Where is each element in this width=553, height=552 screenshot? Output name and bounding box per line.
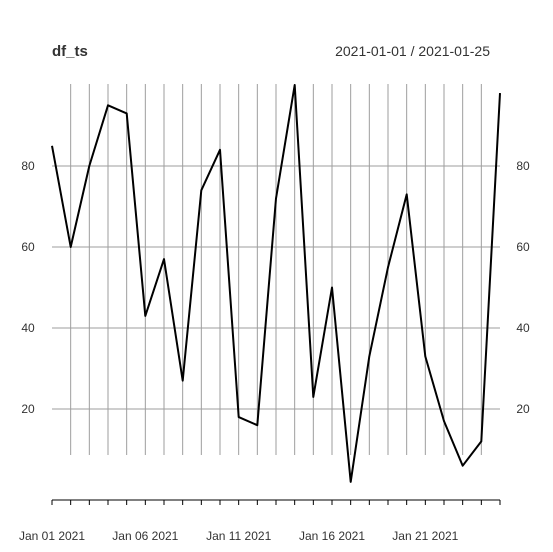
chart-date-range: 2021-01-01 / 2021-01-25 — [335, 43, 490, 59]
series-layer — [51, 84, 501, 483]
x-tick-label: Jan 11 2021 — [206, 529, 271, 543]
y-tick-label-right: 20 — [516, 402, 530, 416]
x-tick-label: Jan 16 2021 — [299, 529, 365, 543]
chart-title: df_ts — [52, 43, 88, 60]
x-tick-label: Jan 21 2021 — [392, 529, 458, 543]
y-tick-label-left: 80 — [21, 159, 35, 173]
series-line — [51, 84, 501, 483]
y-tick-label-right: 40 — [516, 321, 530, 335]
y-tick-label-left: 40 — [21, 321, 35, 335]
y-tick-label-left: 60 — [21, 240, 35, 254]
y-tick-label-left: 20 — [21, 402, 35, 416]
y-tick-label-right: 60 — [516, 240, 530, 254]
grid-lines — [52, 84, 500, 455]
x-axis: Jan 01 2021 Jan 06 2021 Jan 11 2021 Jan 16 … — [19, 499, 501, 543]
x-tick-label: Jan 06 2021 — [112, 529, 178, 543]
y-axis-labels: 20 20 40 40 60 60 80 80 — [21, 159, 530, 416]
y-tick-label-right: 80 — [516, 159, 530, 173]
x-tick-label: Jan 01 2021 — [19, 529, 85, 543]
